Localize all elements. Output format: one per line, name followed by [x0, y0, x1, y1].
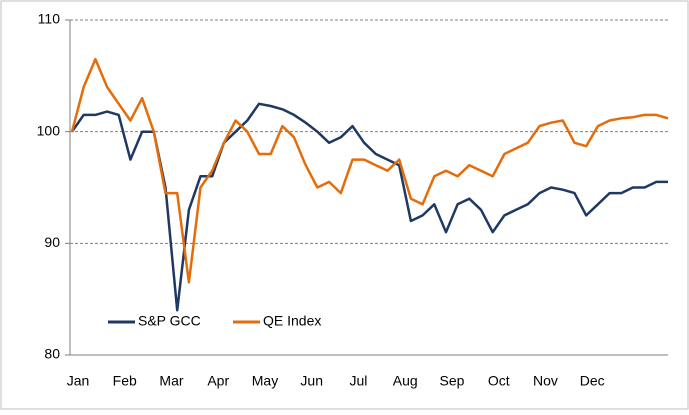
x-tick-label: Mar [159, 373, 183, 389]
y-tick-label: 80 [44, 346, 60, 362]
x-tick-label: Jan [67, 373, 90, 389]
x-tick-label: Dec [580, 373, 605, 389]
x-tick-label: Oct [488, 373, 510, 389]
y-tick-label: 90 [44, 234, 60, 250]
x-tick-label: Feb [113, 373, 137, 389]
x-tick-label: Apr [207, 373, 229, 389]
series-line [70, 57, 669, 284]
x-tick-label: Sep [439, 373, 464, 389]
legend-label: QE Index [263, 313, 321, 329]
x-tick-label: Jul [350, 373, 368, 389]
x-tick-label: Aug [393, 373, 418, 389]
y-tick-label: 100 [37, 122, 61, 138]
x-tick-label: Nov [533, 373, 558, 389]
x-tick-label: May [252, 373, 278, 389]
x-tick-label: Jun [300, 373, 323, 389]
series-line [70, 102, 668, 312]
y-tick-label: 110 [38, 11, 61, 27]
legend-label: S&P GCC [138, 313, 201, 329]
